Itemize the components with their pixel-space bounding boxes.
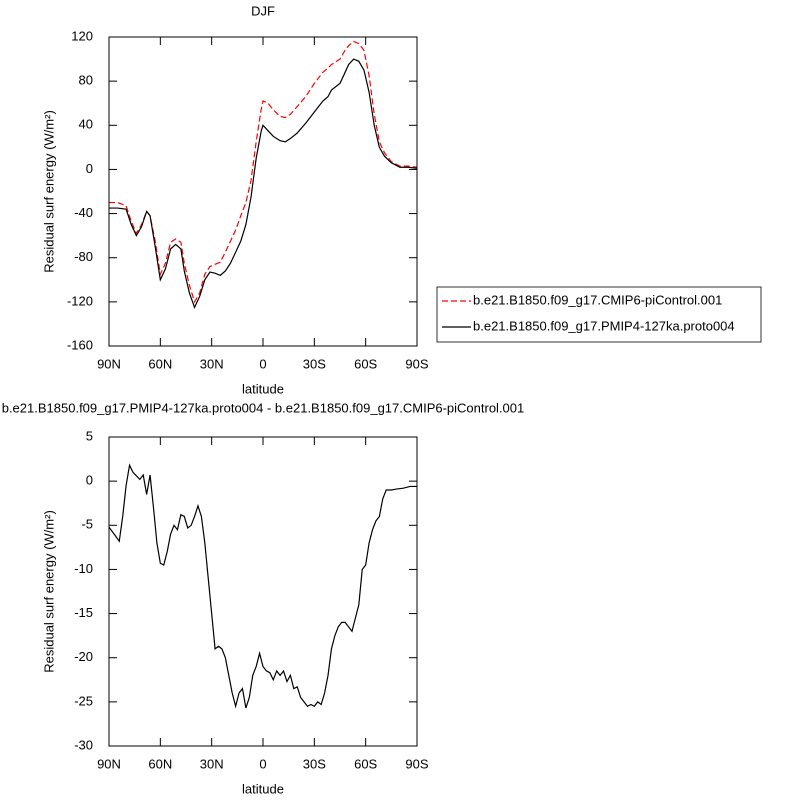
x-tick-label: 30N [200, 756, 224, 771]
y-tick-label: 80 [79, 73, 93, 88]
y-tick-label: 40 [79, 117, 93, 132]
x-tick-label: 0 [259, 356, 266, 371]
x-tick-label: 0 [259, 756, 266, 771]
data-line [109, 40, 418, 304]
y-tick-label: 0 [86, 473, 93, 488]
y-tick-label: -120 [67, 293, 93, 308]
plot: b.e21.B1850.f09_g17.PMIP4-127ka.proto004… [2, 400, 525, 796]
y-tick-label: -40 [74, 205, 93, 220]
x-tick-label: 30S [303, 756, 326, 771]
legend-label: b.e21.B1850.f09_g17.PMIP4-127ka.proto004 [473, 318, 735, 333]
x-tick-label: 90N [97, 756, 121, 771]
data-line [109, 58, 418, 309]
y-axis-label: Residual surf energy (W/m²) [41, 510, 56, 673]
y-axis-label: Residual surf energy (W/m²) [41, 110, 56, 273]
legend-label: b.e21.B1850.f09_g17.CMIP6-piControl.001 [473, 292, 722, 307]
chart-title: DJF [251, 3, 275, 18]
plot-frame [108, 436, 418, 747]
y-tick-label: 5 [86, 428, 93, 443]
y-tick-label: -20 [74, 649, 93, 664]
x-axis-label: latitude [242, 781, 284, 796]
y-tick-label: -5 [81, 517, 93, 532]
y-tick-label: 120 [71, 28, 93, 43]
y-tick-label: -25 [74, 693, 93, 708]
x-tick-label: 60N [148, 356, 172, 371]
y-tick-label: 0 [86, 161, 93, 176]
y-tick-label: -15 [74, 605, 93, 620]
x-tick-label: 60N [148, 756, 172, 771]
x-tick-label: 30S [303, 356, 326, 371]
data-line [108, 463, 417, 709]
y-tick-label: -80 [74, 249, 93, 264]
x-tick-label: 90N [97, 356, 121, 371]
x-tick-label: 90S [405, 356, 428, 371]
y-tick-label: -160 [67, 337, 93, 352]
plot-frame [108, 36, 418, 347]
legend-box [436, 286, 762, 343]
plot: DJF latitude Residual surf energy (W/m²) 90… [41, 3, 762, 396]
x-tick-label: 90S [405, 756, 428, 771]
x-axis-label: latitude [242, 381, 284, 396]
x-tick-label: 30N [200, 356, 224, 371]
y-tick-label: -30 [74, 737, 93, 752]
y-tick-label: -10 [74, 561, 93, 576]
chart-title: b.e21.B1850.f09_g17.PMIP4-127ka.proto004… [2, 400, 525, 415]
x-tick-label: 60S [354, 356, 377, 371]
x-tick-label: 60S [354, 756, 377, 771]
